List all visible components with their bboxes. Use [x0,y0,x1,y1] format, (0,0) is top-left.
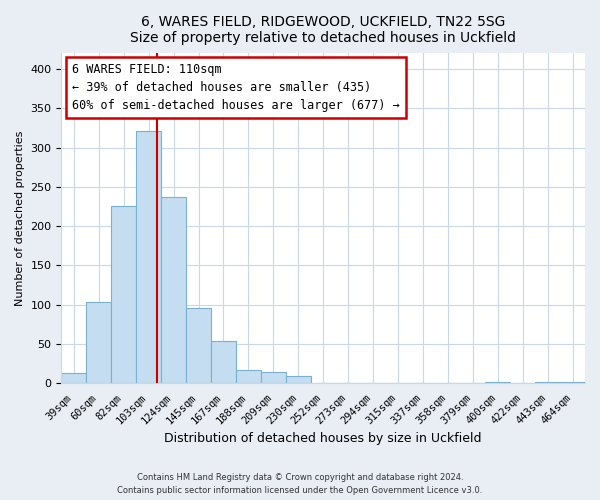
Title: 6, WARES FIELD, RIDGEWOOD, UCKFIELD, TN22 5SG
Size of property relative to detac: 6, WARES FIELD, RIDGEWOOD, UCKFIELD, TN2… [130,15,516,45]
Bar [560,382,585,383]
Bar [485,382,510,383]
Bar [111,206,136,383]
Bar [286,376,311,383]
Text: 6 WARES FIELD: 110sqm
← 39% of detached houses are smaller (435)
60% of semi-det: 6 WARES FIELD: 110sqm ← 39% of detached … [72,63,400,112]
Text: Contains HM Land Registry data © Crown copyright and database right 2024.
Contai: Contains HM Land Registry data © Crown c… [118,473,482,495]
Bar [236,370,261,383]
X-axis label: Distribution of detached houses by size in Uckfield: Distribution of detached houses by size … [164,432,482,445]
Bar [161,197,186,383]
Y-axis label: Number of detached properties: Number of detached properties [15,130,25,306]
Bar [261,372,286,383]
Bar [186,308,211,383]
Bar [86,302,111,383]
Bar [535,382,560,383]
Bar [136,131,161,383]
Bar [211,340,236,383]
Bar [61,373,86,383]
